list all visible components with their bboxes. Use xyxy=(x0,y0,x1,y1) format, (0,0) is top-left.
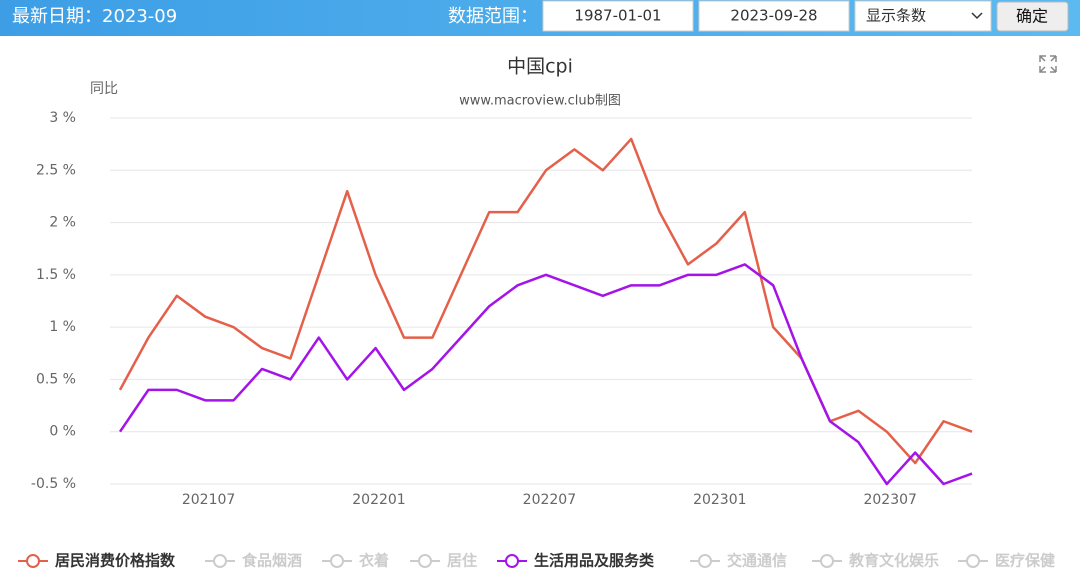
legend-label[interactable]: 生活用品及服务类 xyxy=(534,552,655,570)
chart-title: 中国cpi xyxy=(507,56,573,78)
confirm-button[interactable] xyxy=(996,1,1069,32)
x-tick-label: 202107 xyxy=(182,492,235,508)
end-date: 2023-09-28 xyxy=(730,7,817,25)
x-tick-label: 202301 xyxy=(693,492,746,508)
legend-icon-circle xyxy=(330,554,344,568)
chart-subtitle: www.macroview.club制图 xyxy=(459,94,621,109)
x-tick-label: 202201 xyxy=(352,492,405,508)
legend-label[interactable]: 居住 xyxy=(447,552,477,570)
legend-icon-circle xyxy=(698,554,712,568)
y-tick-label: 1.5 % xyxy=(36,267,76,283)
y-tick-label: 1 % xyxy=(49,319,76,335)
y-tick-label: 2 % xyxy=(49,215,76,231)
legend-icon-circle xyxy=(418,554,432,568)
end-input[interactable] xyxy=(698,0,850,32)
select-text: 显示条数 xyxy=(866,7,926,25)
y-tick-label: 0 % xyxy=(49,424,76,440)
legend-label[interactable]: 居民消费价格指数 xyxy=(55,552,176,570)
confirm-text: 确定 xyxy=(1016,7,1048,26)
x-tick-label: 202307 xyxy=(863,492,916,508)
y-axis-name: 同比 xyxy=(90,81,118,97)
legend-icon-circle xyxy=(820,554,834,568)
y-tick-label: 2.5 % xyxy=(36,162,76,178)
line-series xyxy=(118,137,973,465)
y-tick-label: 0.5 % xyxy=(36,371,76,387)
legend-icon-circle xyxy=(966,554,980,568)
range-label: 数据范围： xyxy=(448,6,538,27)
legend-label[interactable]: 教育文化娱乐 xyxy=(848,552,939,570)
legend-label[interactable]: 衣着 xyxy=(359,552,389,570)
legend-label[interactable]: 医疗保健 xyxy=(995,552,1055,570)
x-tick-label: 202207 xyxy=(523,492,576,508)
dropdown-arrow xyxy=(971,12,983,20)
start-input[interactable] xyxy=(542,0,694,32)
latest-date: 最新日期：2023-09 xyxy=(12,6,177,27)
start-date: 1987-01-01 xyxy=(574,7,661,25)
y-tick-label: -0.5 % xyxy=(31,476,76,492)
legend-label[interactable]: 食品烟酒 xyxy=(242,552,302,570)
legend-label[interactable]: 交通通信 xyxy=(727,552,787,570)
y-tick-label: 3 % xyxy=(49,110,76,126)
line-series xyxy=(118,263,973,486)
fullscreen-icon[interactable] xyxy=(1039,55,1057,73)
legend-icon-circle xyxy=(26,554,40,568)
legend-icon-circle xyxy=(213,554,227,568)
legend-icon-circle xyxy=(505,554,519,568)
count-select[interactable] xyxy=(854,0,992,32)
